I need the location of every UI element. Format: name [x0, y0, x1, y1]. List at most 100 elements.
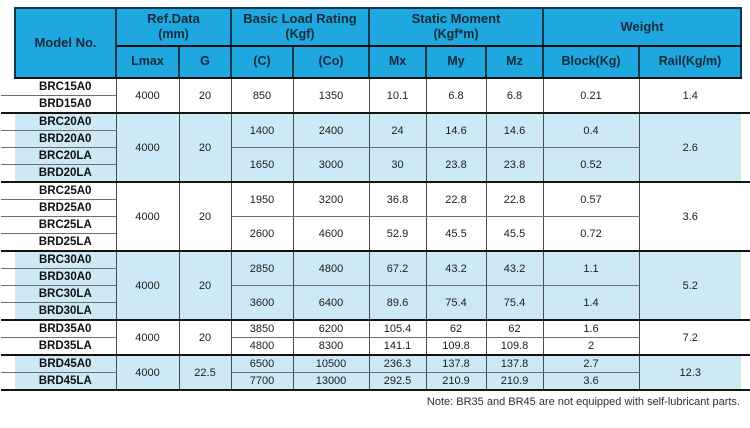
block-cell: 0.72 — [542, 216, 640, 252]
mz-cell: 14.6 — [485, 113, 544, 148]
block-cell: 1.4 — [542, 285, 640, 321]
mx-cell: 89.6 — [368, 285, 427, 321]
table-header: Model No. Ref.Data (mm) Basic Load Ratin… — [14, 7, 743, 79]
header-co: (Co) — [291, 45, 371, 79]
my-cell: 137.8 — [425, 355, 487, 373]
table-row: BRD15A0 — [1, 95, 741, 114]
header-ref-data-line2: (mm) — [158, 27, 189, 42]
block-cell: 1.1 — [542, 251, 640, 286]
c-cell: 6500 — [230, 355, 294, 373]
block-cell: 0.4 — [542, 113, 640, 148]
model-cell: BRD45A0 — [1, 355, 117, 373]
header-ref-data-line1: Ref.Data — [147, 11, 200, 27]
table-row: BRD20A0 — [1, 130, 741, 148]
mz-cell: 22.8 — [485, 182, 544, 217]
table-row: BRD25LA — [1, 233, 741, 252]
lmax-cell: 4000 — [115, 251, 180, 321]
mx-cell: 67.2 — [368, 251, 427, 286]
mx-cell: 141.1 — [368, 337, 427, 356]
header-my: My — [425, 45, 488, 79]
rail-cell: 3.6 — [638, 182, 750, 252]
my-cell: 22.8 — [425, 182, 487, 217]
co-cell: 13000 — [292, 372, 370, 391]
c-cell: 3600 — [230, 285, 294, 321]
mz-cell: 62 — [485, 320, 544, 338]
lmax-cell: 4000 — [115, 355, 180, 391]
spec-table: Model No. Ref.Data (mm) Basic Load Ratin… — [1, 7, 750, 391]
block-cell: 2 — [542, 337, 640, 356]
c-cell: 7700 — [230, 372, 294, 391]
rail-cell: 5.2 — [638, 251, 750, 321]
header-g: G — [178, 45, 232, 79]
rail-cell: 12.3 — [638, 355, 750, 391]
header-basic-load-line1: Basic Load Rating — [243, 11, 357, 27]
my-cell: 6.8 — [425, 78, 487, 114]
co-cell: 4600 — [292, 216, 370, 252]
lmax-cell: 4000 — [115, 78, 180, 114]
block-cell: 2.7 — [542, 355, 640, 373]
header-c: (C) — [230, 45, 294, 79]
co-cell: 3000 — [292, 147, 370, 183]
mx-cell: 10.1 — [368, 78, 427, 114]
block-cell: 3.6 — [542, 372, 640, 391]
mz-cell: 43.2 — [485, 251, 544, 286]
model-cell: BRD30LA — [1, 302, 117, 321]
mx-cell: 105.4 — [368, 320, 427, 338]
header-model-no: Model No. — [14, 7, 117, 79]
model-cell: BRC30LA — [1, 285, 117, 303]
rail-cell: 7.2 — [638, 320, 750, 356]
mz-cell: 210.9 — [485, 372, 544, 391]
block-cell: 1.6 — [542, 320, 640, 338]
mz-cell: 109.8 — [485, 337, 544, 356]
header-static-moment-line2: (Kgf*m) — [433, 27, 479, 42]
my-cell: 23.8 — [425, 147, 487, 183]
model-cell: BRD25A0 — [1, 199, 117, 217]
rail-cell: 1.4 — [638, 78, 750, 114]
my-cell: 14.6 — [425, 113, 487, 148]
lmax-cell: 4000 — [115, 182, 180, 252]
c-cell: 1950 — [230, 182, 294, 217]
mx-cell: 52.9 — [368, 216, 427, 252]
mz-cell: 137.8 — [485, 355, 544, 373]
co-cell: 4800 — [292, 251, 370, 286]
lmax-cell: 4000 — [115, 320, 180, 356]
my-cell: 75.4 — [425, 285, 487, 321]
table-row: BRC30LA 3600 6400 89.6 75.4 75.4 1.4 — [1, 285, 741, 321]
my-cell: 45.5 — [425, 216, 487, 252]
my-cell: 62 — [425, 320, 487, 338]
c-cell: 2850 — [230, 251, 294, 286]
co-cell: 6400 — [292, 285, 370, 321]
table-row: BRC25A0 4000 20 1950 3200 36.8 22.8 22.8 0.57 3.6 — [1, 182, 750, 252]
model-cell: BRC25LA — [1, 216, 117, 234]
g-cell: 20 — [178, 182, 232, 252]
model-cell: BRD20A0 — [1, 130, 117, 148]
table-row: BRD35A0 4000 20 3850 6200 105.4 62 62 1.6 7.2 — [1, 320, 750, 356]
header-block: Block(Kg) — [542, 45, 641, 79]
table-row: BRC20A0 4000 20 1400 2400 24 14.6 14.6 0.4 2.6 — [1, 113, 750, 183]
table-row: BRD20LA — [1, 164, 741, 183]
co-cell: 2400 — [292, 113, 370, 148]
my-cell: 43.2 — [425, 251, 487, 286]
mx-cell: 292.5 — [368, 372, 427, 391]
table-row: BRD45LA 7700 13000 292.5 210.9 210.9 3.6 — [1, 372, 741, 391]
rail-cell: 2.6 — [638, 113, 750, 183]
mz-cell: 6.8 — [485, 78, 544, 114]
mx-cell: 30 — [368, 147, 427, 183]
mx-cell: 36.8 — [368, 182, 427, 217]
g-cell: 22.5 — [178, 355, 232, 391]
mz-cell: 45.5 — [485, 216, 544, 252]
table-body: BRC15A0 4000 20 850 1350 10.1 6.8 6.8 0.21 1.4 BRD… — [1, 78, 750, 391]
block-cell: 0.57 — [542, 182, 640, 217]
mx-cell: 24 — [368, 113, 427, 148]
footnote: Note: BR35 and BR45 are not equipped wit… — [426, 396, 740, 408]
table-row: BRC15A0 4000 20 850 1350 10.1 6.8 6.8 0.21 1.4 — [1, 78, 750, 114]
co-cell: 6200 — [292, 320, 370, 338]
c-cell: 1400 — [230, 113, 294, 148]
header-lmax: Lmax — [115, 45, 180, 79]
header-basic-load-line2: (Kgf) — [285, 27, 315, 42]
co-cell: 1350 — [292, 78, 370, 114]
header-basic-load: Basic Load Rating (Kgf) — [229, 7, 371, 47]
g-cell: 20 — [178, 320, 232, 356]
table-row: BRD30A0 — [1, 268, 741, 286]
header-weight: Weight — [542, 7, 743, 47]
